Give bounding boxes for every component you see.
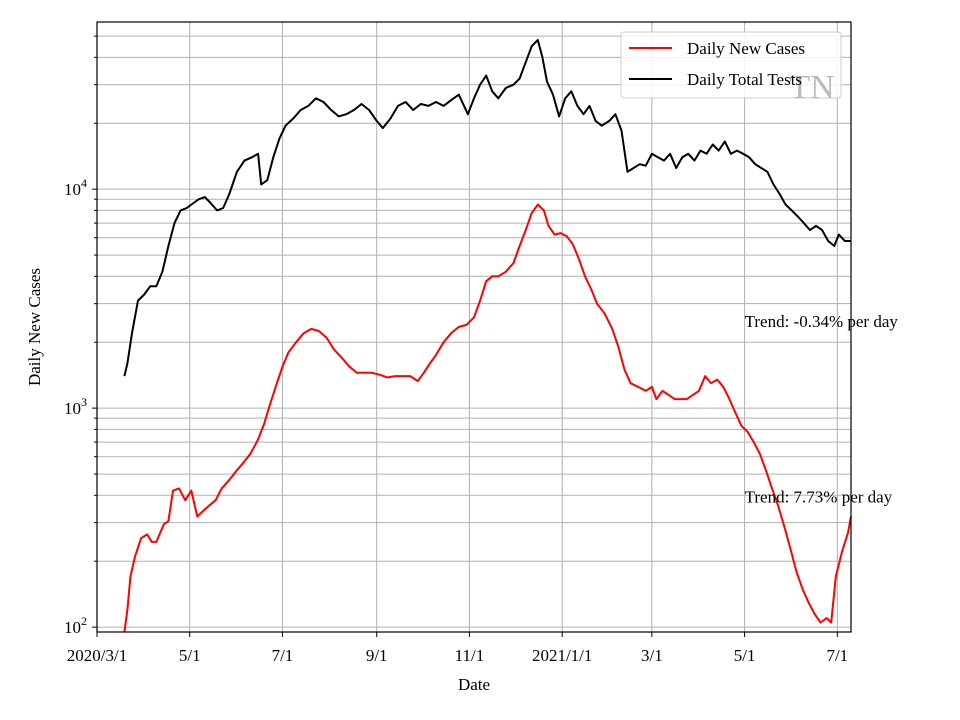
legend-label-daily-new-cases: Daily New Cases	[687, 39, 805, 58]
plot-frame	[96, 21, 852, 633]
x-tick-label-6: 3/1	[641, 646, 663, 665]
y-tick-label-0: 102	[64, 614, 87, 637]
legend-label-daily-total-tests: Daily Total Tests	[687, 70, 802, 89]
annotations: Trend: -0.34% per day Trend: 7.73% per da…	[745, 312, 899, 507]
x-tick-label-7: 5/1	[734, 646, 756, 665]
y-tick-label-1: 103	[64, 395, 87, 418]
x-tick-label-3: 9/1	[366, 646, 388, 665]
series-line-1	[123, 39, 851, 377]
series-line-0	[123, 203, 852, 633]
x-tick-label-8: 7/1	[826, 646, 848, 665]
trend-annotation-0: Trend: -0.34% per day	[745, 312, 899, 331]
x-tick-label-1: 5/1	[179, 646, 201, 665]
x-tick-label-0: 2020/3/1	[67, 646, 127, 665]
x-tick-label-5: 2021/1/1	[532, 646, 592, 665]
grid-lines	[96, 22, 851, 632]
x-tick-label-4: 11/1	[455, 646, 485, 665]
x-axis-label: Date	[458, 675, 490, 694]
trend-annotation-1: Trend: 7.73% per day	[745, 488, 893, 507]
y-tick-label-2: 104	[64, 176, 87, 199]
x-tick-label-2: 7/1	[272, 646, 294, 665]
y-axis-label: Daily New Cases	[25, 268, 44, 386]
axis-ticks: 2020/3/1 5/1 7/1 9/1 11/1 2021/1/1 3/1 5/1 7/1 10…	[64, 35, 848, 665]
legend: TN Daily New Cases Daily Total Tests	[620, 31, 842, 106]
watermark-text: TN	[789, 69, 834, 106]
legend-box	[620, 31, 842, 99]
series-layer	[123, 39, 852, 633]
